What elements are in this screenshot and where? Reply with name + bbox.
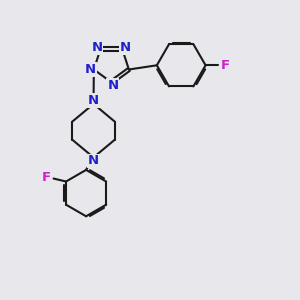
Text: N: N [88, 154, 99, 167]
Text: N: N [85, 63, 96, 76]
Text: F: F [220, 59, 230, 72]
Text: N: N [92, 41, 103, 54]
Text: N: N [88, 94, 99, 107]
Text: N: N [120, 41, 131, 54]
Text: N: N [107, 79, 118, 92]
Text: F: F [42, 170, 51, 184]
